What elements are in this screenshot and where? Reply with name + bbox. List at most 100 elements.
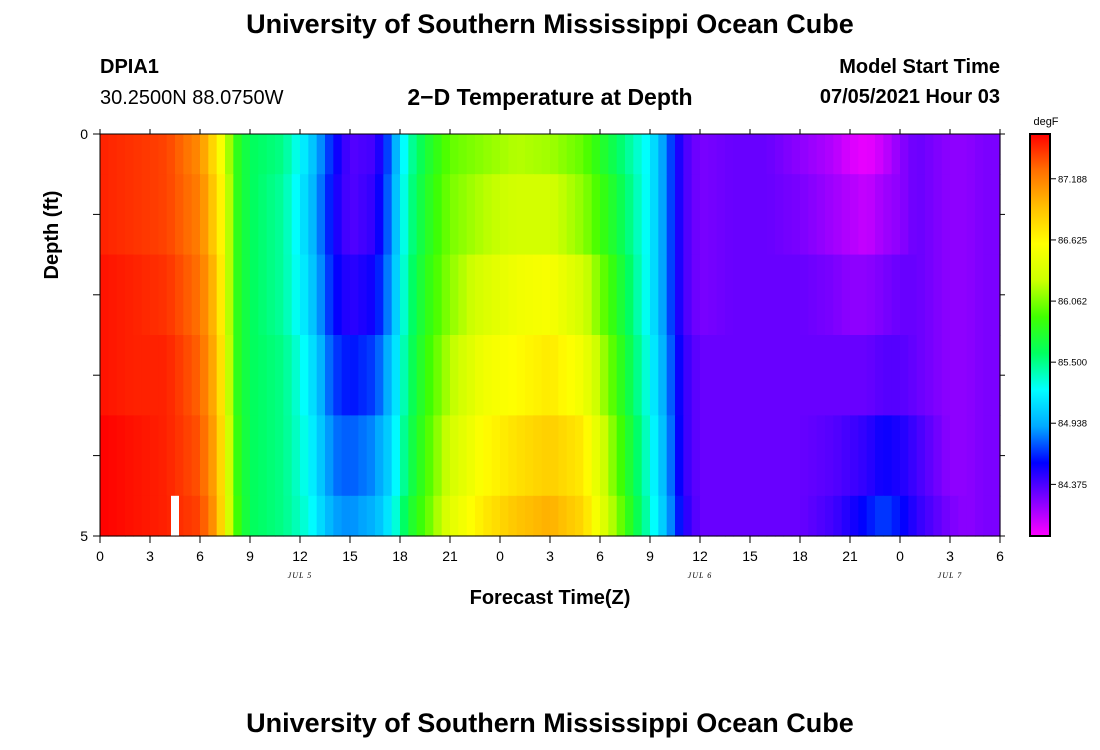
heatmap-cell: [933, 174, 943, 256]
heatmap-cell: [525, 134, 534, 175]
heatmap-cell: [641, 495, 651, 537]
colorbar-unit: degF: [1033, 116, 1058, 128]
heatmap-cell: [550, 134, 559, 175]
heatmap-cell: [400, 134, 409, 175]
heatmap-cell: [533, 335, 543, 416]
heatmap-cell: [583, 495, 593, 537]
heatmap-cell: [350, 495, 359, 537]
heatmap-cell: [108, 134, 118, 175]
heatmap-cell: [158, 134, 168, 175]
heatmap-cell: [850, 134, 859, 175]
date-label: JUL 6: [688, 571, 713, 580]
heatmap-cell: [241, 415, 251, 497]
heatmap-cell: [225, 134, 234, 175]
colorbar-tick-label: 85.500: [1058, 358, 1087, 369]
heatmap-cell: [441, 415, 451, 497]
heatmap-cell: [225, 254, 234, 336]
heatmap-cell: [758, 495, 768, 537]
heatmap-cell: [683, 134, 693, 175]
y-tick-label: 5: [80, 528, 88, 544]
heatmap-cell: [233, 174, 243, 256]
heatmap-cell: [758, 335, 768, 416]
heatmap-cell: [891, 335, 901, 416]
heatmap-cell: [908, 415, 918, 497]
heatmap-cell: [875, 415, 884, 497]
heatmap-cell: [566, 254, 576, 336]
heatmap-cell: [100, 134, 109, 175]
heatmap-cell: [208, 335, 218, 416]
heatmap-cell: [233, 254, 243, 336]
heatmap-cell: [666, 335, 676, 416]
heatmap-cell: [183, 495, 193, 537]
heatmap-cell: [925, 415, 934, 497]
x-tick-label: 0: [96, 548, 104, 564]
heatmap-cell: [858, 174, 868, 256]
heatmap-cell: [708, 415, 718, 497]
x-tick-label: 15: [342, 548, 358, 564]
heatmap-cell: [591, 495, 601, 537]
heatmap-cell: [708, 174, 718, 256]
x-tick-label: 3: [946, 548, 954, 564]
heatmap-cell: [133, 254, 143, 336]
heatmap-cell: [366, 415, 376, 497]
heatmap-cell: [558, 415, 568, 497]
heatmap-cell: [241, 335, 251, 416]
heatmap-cell: [466, 415, 476, 497]
heatmap-cell: [175, 134, 184, 175]
heatmap-cell: [500, 134, 509, 175]
heatmap-cell: [175, 415, 184, 497]
heatmap-cell: [766, 174, 776, 256]
heatmap-cell: [991, 335, 1001, 416]
heatmap-cell: [991, 415, 1001, 497]
heatmap-cell: [333, 335, 343, 416]
heatmap-cell: [975, 254, 984, 336]
heatmap-cell: [283, 495, 293, 537]
heatmap-cell: [783, 134, 793, 175]
heatmap-cell: [275, 134, 284, 175]
heatmap-cell: [350, 174, 359, 256]
heatmap-cell: [825, 415, 834, 497]
heatmap-cell: [458, 134, 468, 175]
heatmap-cell: [683, 335, 693, 416]
heatmap-cell: [358, 495, 368, 537]
heatmap-cell: [425, 174, 434, 256]
heatmap-cell: [966, 335, 976, 416]
heatmap-cell: [950, 134, 959, 175]
heatmap-cell: [841, 174, 851, 256]
heatmap-cell: [600, 134, 609, 175]
heatmap-cell: [916, 335, 926, 416]
heatmap-cell: [508, 134, 518, 175]
heatmap-cell: [225, 415, 234, 497]
heatmap-cell: [958, 134, 968, 175]
heatmap-cell: [808, 254, 818, 336]
heatmap-cell: [483, 415, 493, 497]
heatmap-cell: [908, 254, 918, 336]
date-label: JUL 7: [938, 571, 963, 580]
heatmap-cell: [875, 134, 884, 175]
heatmap-cell: [741, 415, 751, 497]
heatmap-cell: [391, 495, 401, 537]
heatmap-cell: [725, 254, 734, 336]
heatmap-cell: [541, 254, 551, 336]
heatmap-cell: [141, 254, 151, 336]
heatmap-cell: [675, 415, 684, 497]
heatmap-cell: [125, 335, 134, 416]
heatmap-cell: [341, 134, 351, 175]
heatmap-cell: [275, 254, 284, 336]
heatmap-cell: [700, 415, 709, 497]
heatmap-cell: [291, 415, 301, 497]
heatmap-cell: [158, 415, 168, 497]
heatmap-cell: [700, 254, 709, 336]
heatmap-cell: [500, 495, 509, 537]
heatmap-cell: [325, 415, 334, 497]
heatmap-cell: [283, 134, 293, 175]
heatmap-cell: [966, 134, 976, 175]
heatmap-cell: [266, 254, 276, 336]
heatmap-cell: [791, 495, 801, 537]
x-tick-label: 12: [692, 548, 708, 564]
heatmap-cell: [275, 335, 284, 416]
heatmap-cell: [516, 174, 526, 256]
heatmap-cell: [733, 174, 743, 256]
heatmap-cell: [925, 174, 934, 256]
heatmap-cell: [750, 495, 759, 537]
